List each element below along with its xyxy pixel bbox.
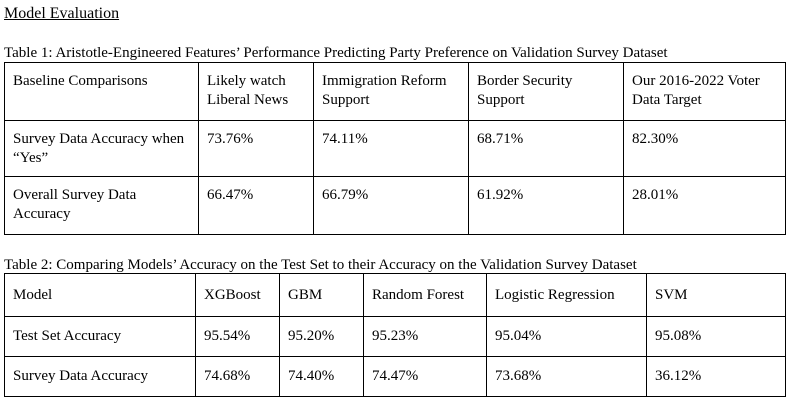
table1-cell: 68.71% bbox=[468, 120, 624, 177]
table-row: Survey Data Accuracy 74.68% 74.40% 74.47… bbox=[4, 356, 786, 397]
table2-cell: 95.08% bbox=[646, 316, 786, 357]
table2-header-cell: Random Forest bbox=[363, 273, 487, 317]
table1-header-cell: Baseline Comparisons bbox=[4, 62, 199, 121]
table1-cell: 73.76% bbox=[198, 120, 314, 177]
table2-header-cell: SVM bbox=[646, 273, 786, 317]
table1-cell: 82.30% bbox=[623, 120, 786, 177]
table1-header-row: Baseline Comparisons Likely watch Libera… bbox=[4, 62, 786, 121]
table2-header-row: Model XGBoost GBM Random Forest Logistic… bbox=[4, 273, 786, 317]
table1-header-cell: Immigration Reform Support bbox=[313, 62, 469, 121]
table2-cell: 95.04% bbox=[486, 316, 647, 357]
table1-caption: Table 1: Aristotle-Engineered Features’ … bbox=[4, 45, 668, 61]
table-row: Test Set Accuracy 95.54% 95.20% 95.23% 9… bbox=[4, 316, 786, 357]
table2-header-cell: Logistic Regression bbox=[486, 273, 647, 317]
table2-header-cell: GBM bbox=[279, 273, 364, 317]
table2-cell: 74.40% bbox=[279, 356, 364, 397]
table1-row-label: Survey Data Accuracy when “Yes” bbox=[4, 120, 199, 177]
table1-header-cell: Our 2016-2022 Voter Data Target bbox=[623, 62, 786, 121]
table2-cell: 95.20% bbox=[279, 316, 364, 357]
table1-cell: 66.47% bbox=[198, 176, 314, 235]
table1-row-label: Overall Survey Data Accuracy bbox=[4, 176, 199, 235]
table2-cell: 73.68% bbox=[486, 356, 647, 397]
table2-cell: 95.23% bbox=[363, 316, 487, 357]
table2-row-label: Survey Data Accuracy bbox=[4, 356, 196, 397]
table2-header-cell: Model bbox=[4, 273, 196, 317]
table1-header-cell: Border Security Support bbox=[468, 62, 624, 121]
table1-cell: 28.01% bbox=[623, 176, 786, 235]
table2-caption: Table 2: Comparing Models’ Accuracy on t… bbox=[4, 257, 637, 273]
table2-cell: 74.47% bbox=[363, 356, 487, 397]
table-row: Survey Data Accuracy when “Yes” 73.76% 7… bbox=[4, 120, 786, 177]
page-heading: Model Evaluation bbox=[4, 5, 120, 22]
table2-cell: 36.12% bbox=[646, 356, 786, 397]
table2: Model XGBoost GBM Random Forest Logistic… bbox=[4, 273, 786, 397]
table2-header-cell: XGBoost bbox=[195, 273, 280, 317]
table1: Baseline Comparisons Likely watch Libera… bbox=[4, 62, 786, 235]
table2-row-label: Test Set Accuracy bbox=[4, 316, 196, 357]
table1-cell: 66.79% bbox=[313, 176, 469, 235]
table1-header-cell: Likely watch Liberal News bbox=[198, 62, 314, 121]
table1-cell: 61.92% bbox=[468, 176, 624, 235]
table-row: Overall Survey Data Accuracy 66.47% 66.7… bbox=[4, 176, 786, 235]
table1-cell: 74.11% bbox=[313, 120, 469, 177]
table2-cell: 74.68% bbox=[195, 356, 280, 397]
table2-cell: 95.54% bbox=[195, 316, 280, 357]
